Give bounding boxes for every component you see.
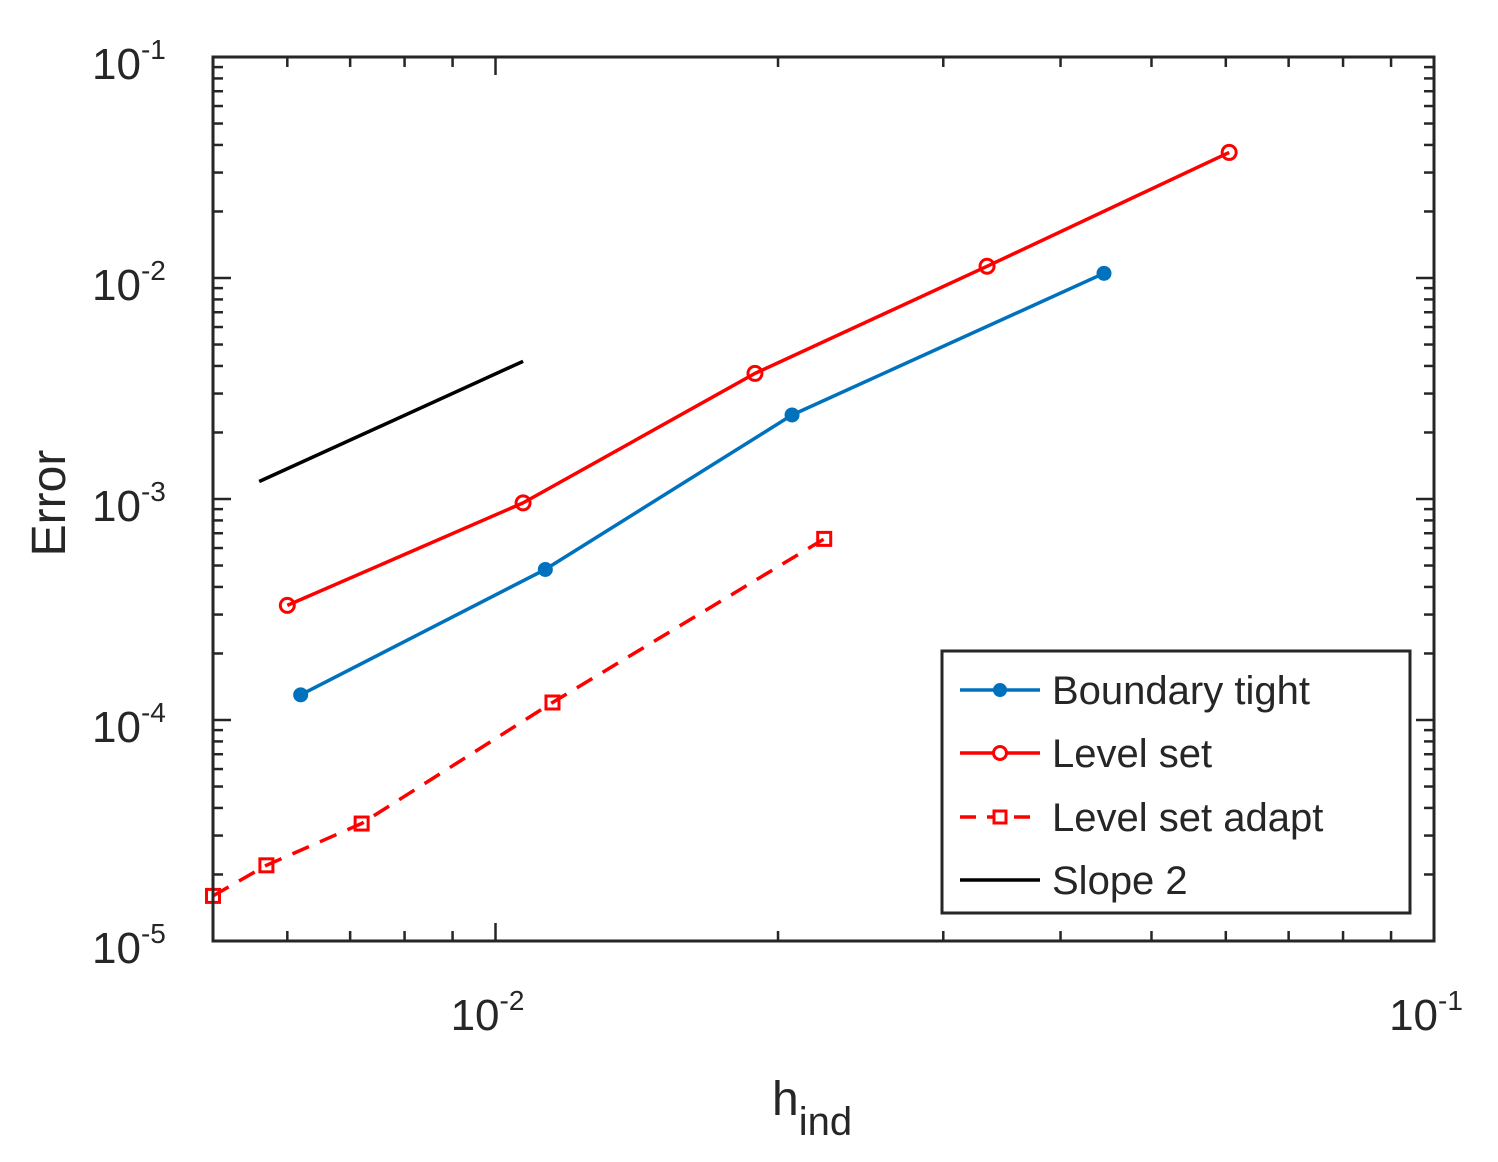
y-tick-label: 10-1 xyxy=(92,34,166,89)
y-tick-label: 10-3 xyxy=(92,476,166,531)
x-axis-label-subscript: ind xyxy=(799,1100,852,1144)
data-point-boundary-tight xyxy=(1096,265,1112,281)
x-axis-label-main: h xyxy=(772,1073,799,1126)
data-point-level-set xyxy=(514,494,532,512)
axes-layer xyxy=(211,55,1436,943)
legend: Boundary tight Level set Level set adapt… xyxy=(940,649,1412,915)
series-line-boundary-tight xyxy=(299,271,1105,697)
legend-label-level-set: Level set xyxy=(1052,732,1212,776)
legend-entry-slope-2: Slope 2 xyxy=(960,859,1188,903)
data-point-level-set xyxy=(978,257,996,275)
legend-marker-level-set-adapt xyxy=(992,809,1008,825)
legend-label-boundary-tight: Boundary tight xyxy=(1052,669,1310,713)
y-tick-label-base: 10 xyxy=(92,482,141,531)
data-point-boundary-tight xyxy=(293,687,309,703)
data-point-level-set xyxy=(746,364,764,382)
y-tick-label-exponent: -2 xyxy=(141,255,166,286)
y-axis-label: Error xyxy=(23,450,76,557)
data-point-boundary-tight xyxy=(784,407,800,423)
x-tick-label-exponent: -1 xyxy=(1438,985,1463,1016)
data-point-level-set xyxy=(278,596,296,614)
series-line-level-set-adapt xyxy=(212,537,826,898)
y-tick-label: 10-5 xyxy=(92,918,166,973)
data-point-level-set-adapt xyxy=(816,530,833,547)
x-axis-label: hind xyxy=(772,1073,852,1144)
y-tick-label-base: 10 xyxy=(92,924,141,973)
data-point-level-set-adapt xyxy=(258,857,275,874)
data-point-level-set-adapt xyxy=(544,694,561,711)
y-tick-label-exponent: -1 xyxy=(141,34,166,65)
x-tick-label-base: 10 xyxy=(1389,991,1438,1040)
legend-label-level-set-adapt: Level set adapt xyxy=(1052,796,1323,840)
x-tick-labels: 10-2 10-1 xyxy=(451,985,1463,1040)
y-tick-label-exponent: -3 xyxy=(141,476,166,507)
legend-marker-boundary-tight xyxy=(993,683,1007,697)
x-tick-label: 10-2 xyxy=(451,985,525,1040)
y-tick-labels: 10-510-410-310-210-1 xyxy=(92,34,166,973)
data-point-level-set-adapt xyxy=(353,815,370,832)
legend-marker-level-set xyxy=(992,745,1008,761)
y-tick-label: 10-2 xyxy=(92,255,166,310)
data-point-level-set xyxy=(1220,143,1238,161)
series-line-level-set xyxy=(286,150,1230,608)
data-point-boundary-tight xyxy=(537,561,553,577)
legend-entry-level-set-adapt: Level set adapt xyxy=(960,796,1323,840)
y-tick-label-base: 10 xyxy=(92,261,141,310)
x-tick-label-exponent: -2 xyxy=(500,985,525,1016)
legend-label-slope-2: Slope 2 xyxy=(1052,859,1188,903)
y-tick-label: 10-4 xyxy=(92,697,166,752)
y-tick-label-exponent: -4 xyxy=(141,697,166,728)
y-tick-label-exponent: -5 xyxy=(141,918,166,949)
x-tick-label-base: 10 xyxy=(451,991,500,1040)
series-line-slope-2 xyxy=(258,359,524,484)
y-tick-label-base: 10 xyxy=(92,703,141,752)
legend-box xyxy=(940,649,1412,915)
x-tick-label: 10-1 xyxy=(1389,985,1463,1040)
legend-entry-level-set: Level set xyxy=(960,732,1212,776)
y-tick-label-base: 10 xyxy=(92,40,141,89)
legend-entry-boundary-tight: Boundary tight xyxy=(960,669,1310,713)
